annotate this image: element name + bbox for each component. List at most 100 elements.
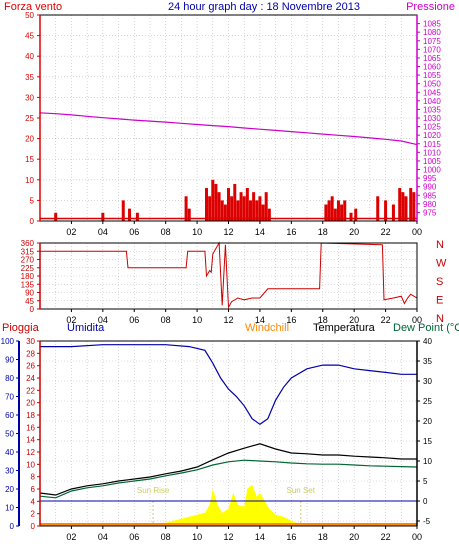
sun-set-label: Sun Set: [287, 486, 316, 495]
p3-xtick-label: 08: [161, 532, 171, 542]
direction-line: [40, 241, 418, 309]
wind-bar: [349, 212, 353, 221]
p2-left-tick-label: 45: [25, 297, 34, 306]
p2-xtick-label: 12: [223, 315, 233, 325]
wind-bar: [135, 212, 139, 221]
p1-xtick-label: 12: [223, 227, 233, 237]
humidity-line: [40, 344, 417, 426]
p1-left-tick-label: 45: [25, 32, 34, 41]
humidity-tick-label: 70: [5, 393, 14, 402]
p3-xtick-label: 14: [255, 532, 265, 542]
p3-xtick-label: 00: [412, 532, 422, 542]
rain-tick-label: 6: [31, 485, 36, 494]
p1-left-tick-label: 30: [25, 93, 34, 102]
humidity-tick-label: 0: [10, 522, 15, 531]
p3-xtick-label: 04: [98, 532, 108, 542]
wind-bar: [205, 188, 209, 221]
pressure-line: [39, 112, 418, 146]
p1-left-tick-label: 35: [25, 73, 34, 82]
wind-bar: [230, 196, 234, 221]
wind-bar: [236, 200, 240, 221]
p2-xtick-label: 06: [129, 315, 139, 325]
wind-bar: [324, 204, 328, 221]
p1-right-tick-label: 1080: [423, 28, 441, 37]
p1-left-tick-label: 40: [25, 52, 34, 61]
wind-bar: [267, 208, 271, 221]
rain-baseline: [40, 523, 417, 526]
p2-xtick-label: 16: [286, 315, 296, 325]
chart-title: 24 hour graph day : 18 Novembre 2013: [168, 1, 360, 13]
temperature-tick-label: 35: [423, 357, 432, 366]
wind-bar: [264, 192, 268, 221]
p1-right-tick-label: 1085: [423, 20, 441, 29]
p2-xtick-label: 00: [412, 315, 422, 325]
wind-bar: [401, 192, 405, 221]
dewpoint-line: [39, 459, 418, 499]
p3-xtick-label: 06: [129, 532, 139, 542]
rain-tick-label: 18: [26, 411, 35, 420]
wind-bar: [336, 200, 340, 221]
temperature-tick-label: 40: [423, 337, 432, 346]
wind-bar: [258, 196, 262, 221]
p2-left-tick-label: 135: [21, 280, 35, 289]
wind-bar: [384, 200, 388, 221]
p3-xtick-label: 22: [381, 532, 391, 542]
legend-humidity: Umidita: [67, 322, 105, 334]
p2-xtick-label: 08: [161, 315, 171, 325]
p1-right-tick-label: 1010: [423, 148, 441, 157]
p2-xtick-label: 14: [255, 315, 265, 325]
rain-tick-label: 12: [26, 448, 35, 457]
rain-tick-label: 16: [26, 423, 35, 432]
rain-tick-label: 30: [26, 337, 35, 346]
rain-tick-label: 2: [31, 510, 36, 519]
wind-bar: [217, 192, 221, 221]
p2-left-tick-label: 360: [21, 239, 35, 248]
compass-label: N: [436, 313, 444, 325]
wind-bar: [211, 179, 215, 221]
rain-tick-label: 20: [26, 399, 35, 408]
temperature-tick-label: 0: [423, 497, 428, 506]
wind-bar: [330, 196, 334, 221]
p1-right-tick-label: 1015: [423, 140, 441, 149]
p1-right-tick-label: 995: [423, 174, 437, 183]
p3-xtick-label: 20: [349, 532, 359, 542]
wind-bar: [233, 183, 237, 221]
wind-bar: [376, 196, 380, 221]
wind-bar: [327, 200, 331, 221]
legend-temperature: Temperatura: [313, 322, 376, 334]
wind-bar: [220, 200, 224, 221]
p1-left-tick-label: 50: [25, 11, 34, 20]
p1-left-tick-label: 25: [25, 114, 34, 123]
wind-bar: [398, 188, 402, 221]
rain-tick-label: 8: [31, 473, 36, 482]
p1-right-tick-label: 990: [423, 183, 437, 192]
temperature-tick-label: 15: [423, 437, 432, 446]
p2-xtick-label: 20: [349, 315, 359, 325]
p1-right-tick-label: 975: [423, 208, 437, 217]
wind-bar: [128, 208, 132, 221]
rain-tick-label: 10: [26, 460, 35, 469]
p1-right-tick-label: 980: [423, 200, 437, 209]
wind-bar: [214, 183, 218, 221]
humidity-tick-label: 10: [5, 504, 14, 513]
rain-tick-label: 22: [26, 386, 35, 395]
p1-xtick-label: 22: [381, 227, 391, 237]
legend-rain: Pioggia: [2, 322, 40, 334]
wind-strength-label: Forza vento: [4, 1, 62, 13]
wind-bar: [242, 196, 246, 221]
p1-left-tick-label: 10: [25, 176, 34, 185]
temperature-tick-label: 20: [423, 417, 432, 426]
p1-right-tick-label: 1030: [423, 114, 441, 123]
chart-dynamic-layer: 0510152025303540455097598098599099510001…: [1, 11, 447, 542]
p1-left-tick-label: 5: [30, 196, 35, 205]
wind-bar: [187, 208, 191, 221]
p1-xtick-label: 00: [412, 227, 422, 237]
p1-right-tick-label: 1020: [423, 131, 441, 140]
wind-bar: [255, 200, 259, 221]
wind-bar: [208, 196, 212, 221]
humidity-tick-label: 30: [5, 467, 14, 476]
p3-xtick-label: 02: [66, 532, 76, 542]
wind-bar: [261, 204, 265, 221]
rain-tick-label: 26: [26, 362, 35, 371]
